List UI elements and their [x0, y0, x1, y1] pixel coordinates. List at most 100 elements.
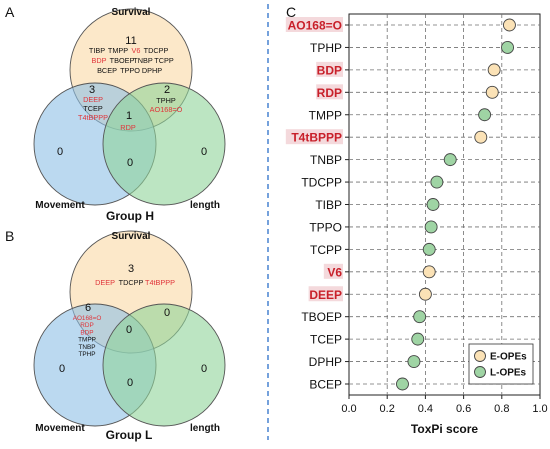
y-tick-label: TNBP: [310, 153, 342, 167]
data-point: [422, 265, 436, 279]
grid-lines: [349, 14, 540, 395]
venn-a-chem-label: TCEP: [83, 104, 103, 113]
venn-a-chem-label: DEEP: [83, 95, 103, 104]
y-label-highlight: [323, 263, 343, 279]
venn-a-chem-label: DPHP: [142, 66, 162, 75]
data-point: [478, 108, 492, 122]
venn-a-movement-only-count: 0: [57, 146, 63, 158]
data-point: [430, 175, 444, 189]
x-tick-label: 0.0: [341, 403, 356, 415]
venn-a-chem-label: RDP: [120, 123, 136, 132]
y-tick-label: TMPP: [309, 108, 342, 122]
venn-a: Survival Movement length Group H 11 0 0 …: [33, 7, 226, 223]
legend-label-e-opes: E-OPEs: [490, 352, 527, 363]
venn-a-length-circle: [102, 82, 226, 206]
venn-b-all-count: 0: [126, 324, 132, 336]
x-tick-label: 0.6: [456, 403, 471, 415]
y-tick-label: TCEP: [310, 333, 342, 347]
y-tick-label: TBOEP: [301, 310, 342, 324]
data-point: [502, 18, 516, 32]
venn-a-chem-label: BDP: [91, 56, 106, 65]
x-axis: 0.0 0.2 0.4 0.6 0.8 1.0: [341, 395, 548, 415]
toxpi-dot-chart: 0.0 0.2 0.4 0.6 0.8 1.0 AO168=O TPHP BDP RDP TMPP…: [285, 13, 548, 436]
data-point: [396, 377, 409, 391]
y-tick-label: RDP: [317, 86, 342, 100]
venn-b: Survival Movement length Group L 3 0 0 6…: [33, 230, 226, 442]
x-tick-label: 0.4: [418, 403, 433, 415]
y-label-highlight: [316, 61, 343, 77]
venn-b-survival-label: Survival: [112, 231, 151, 242]
y-label-highlight: [285, 17, 343, 32]
data-point: [422, 242, 436, 256]
x-tick-label: 1.0: [532, 403, 547, 415]
y-tick-label: TDCPP: [301, 176, 342, 190]
venn-a-movement-label: Movement: [35, 200, 85, 211]
x-tick-label: 0.8: [494, 403, 509, 415]
venn-a-survival-label: Survival: [112, 7, 151, 18]
venn-a-chem-label: TDCPP: [144, 46, 169, 55]
venn-b-chem-label: TNBP: [78, 344, 95, 351]
y-tick-label: V6: [327, 265, 342, 279]
y-tick-label: TIBP: [315, 198, 342, 212]
venn-b-chem-label: BDP: [80, 329, 93, 336]
venn-b-chem-label: RDP: [80, 322, 94, 329]
venn-a-all-items: RDP: [120, 123, 136, 132]
venn-b-survival-only-items: DEEP TDCPP T4tBPPP: [95, 278, 175, 287]
venn-b-chem-label: AO168=O: [73, 315, 102, 322]
venn-a-chem-label: TPPO: [120, 66, 140, 75]
panel-a-letter: A: [5, 4, 15, 20]
data-point: [411, 332, 425, 346]
panel-b-letter: B: [5, 228, 14, 244]
venn-b-movement-length-count: 0: [127, 377, 133, 389]
venn-b-group-label: Group L: [106, 428, 153, 442]
venn-b-movement-only-count: 0: [59, 363, 65, 375]
y-tick-label: TCPP: [310, 243, 342, 257]
venn-a-group-label: Group H: [106, 209, 154, 223]
y-tick-label: TPPO: [309, 220, 342, 234]
x-axis-title: ToxPi score: [411, 422, 478, 436]
venn-a-chem-label: TMPP: [108, 46, 128, 55]
venn-a-chem-label: BCEP: [97, 66, 117, 75]
x-tick-label: 0.2: [380, 403, 395, 415]
data-point: [474, 130, 488, 144]
venn-a-all-count: 1: [126, 110, 132, 122]
data-point: [426, 198, 440, 211]
venn-a-chem-label: AO168=O: [150, 105, 183, 114]
y-tick-label: BCEP: [309, 378, 342, 392]
venn-b-chem-label: TMPP: [78, 337, 96, 344]
y-axis-labels: AO168=O TPHP BDP RDP TMPP T4tBPPP TNBP TDCPP TIB…: [285, 17, 349, 392]
venn-a-length-label: length: [190, 200, 220, 211]
venn-a-length-only-count: 0: [201, 146, 207, 158]
legend-label-l-opes: L-OPEs: [490, 368, 527, 379]
venn-b-survival-only-count: 3: [128, 263, 134, 275]
venn-b-chem-label: TPHP: [78, 351, 95, 358]
venn-b-length-label: length: [190, 423, 220, 434]
data-point: [485, 85, 499, 99]
venn-a-movement-length-count: 0: [127, 157, 133, 169]
venn-b-survival-length-count: 0: [164, 307, 170, 319]
panel-c-letter: C: [286, 4, 296, 20]
y-tick-label: AO168=O: [288, 19, 342, 33]
venn-a-chem-label: TIBP: [89, 46, 105, 55]
venn-b-survival-movement-count: 6: [85, 302, 91, 314]
venn-b-chem-label: DEEP: [95, 278, 115, 287]
data-point: [501, 40, 514, 54]
y-tick-label: TPHP: [310, 41, 342, 55]
data-point: [424, 220, 438, 234]
venn-a-survival-only-count: 11: [125, 35, 136, 47]
legend: E-OPEs L-OPEs: [468, 343, 534, 385]
data-point: [413, 310, 427, 324]
data-point: [407, 355, 421, 369]
venn-a-chem-label: TCPP: [154, 56, 174, 65]
legend-marker-l-opes: [474, 366, 486, 378]
data-point: [487, 63, 501, 77]
venn-b-chem-label: TDCPP: [119, 278, 144, 287]
data-point: [443, 153, 457, 167]
data-points: [396, 18, 516, 391]
venn-a-chem-label: TBOEP: [110, 56, 135, 65]
